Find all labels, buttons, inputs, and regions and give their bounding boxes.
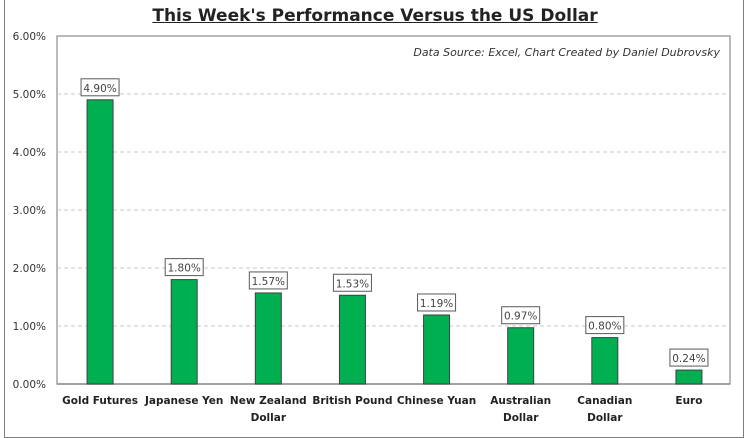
data-label: 1.53%	[336, 278, 369, 290]
data-label: 1.80%	[168, 263, 201, 275]
x-tick-label: Chinese Yuan	[397, 395, 476, 407]
x-tick-label: Dollar	[587, 412, 623, 424]
x-tick-label: Gold Futures	[62, 395, 138, 407]
bar	[507, 327, 535, 385]
data-label-box	[248, 271, 288, 290]
data-label: 1.19%	[420, 298, 453, 310]
bar	[675, 369, 703, 385]
x-tick-label: Euro	[675, 395, 702, 407]
bar	[86, 99, 114, 385]
data-label: 1.57%	[252, 276, 285, 288]
y-tick-label: 2.00%	[13, 263, 46, 275]
data-label: 0.80%	[588, 321, 621, 333]
data-label-box	[80, 78, 120, 97]
data-label-box	[332, 273, 372, 292]
bar	[338, 294, 366, 385]
y-tick-label: 5.00%	[13, 89, 46, 101]
x-tick-label: Australian	[490, 395, 551, 407]
data-label: 4.90%	[83, 83, 116, 95]
data-label-box	[501, 306, 541, 325]
y-tick-label: 3.00%	[13, 205, 46, 217]
data-label-box	[417, 293, 457, 312]
x-tick-label: Dollar	[503, 412, 539, 424]
data-label-box	[585, 316, 625, 335]
data-label: 0.24%	[672, 353, 705, 365]
data-label-box	[164, 258, 204, 277]
x-tick-label: Canadian	[577, 395, 632, 407]
x-tick-label: New Zealand	[230, 395, 307, 407]
bar	[591, 337, 619, 385]
chart-source-annotation: Data Source: Excel, Chart Created by Dan…	[413, 46, 720, 59]
y-tick-label: 0.00%	[13, 379, 46, 391]
x-tick-label: Japanese Yen	[144, 395, 223, 407]
y-tick-label: 4.00%	[13, 147, 46, 159]
bar	[254, 292, 282, 385]
bar	[170, 279, 198, 385]
data-label-box	[669, 348, 709, 367]
chart-title: This Week's Performance Versus the US Do…	[152, 6, 598, 26]
y-tick-label: 6.00%	[13, 31, 46, 43]
y-tick-label: 1.00%	[13, 321, 46, 333]
data-label: 0.97%	[504, 311, 537, 323]
x-tick-label: British Pound	[312, 395, 392, 407]
x-tick-label: Dollar	[251, 412, 287, 424]
bar	[423, 314, 451, 385]
